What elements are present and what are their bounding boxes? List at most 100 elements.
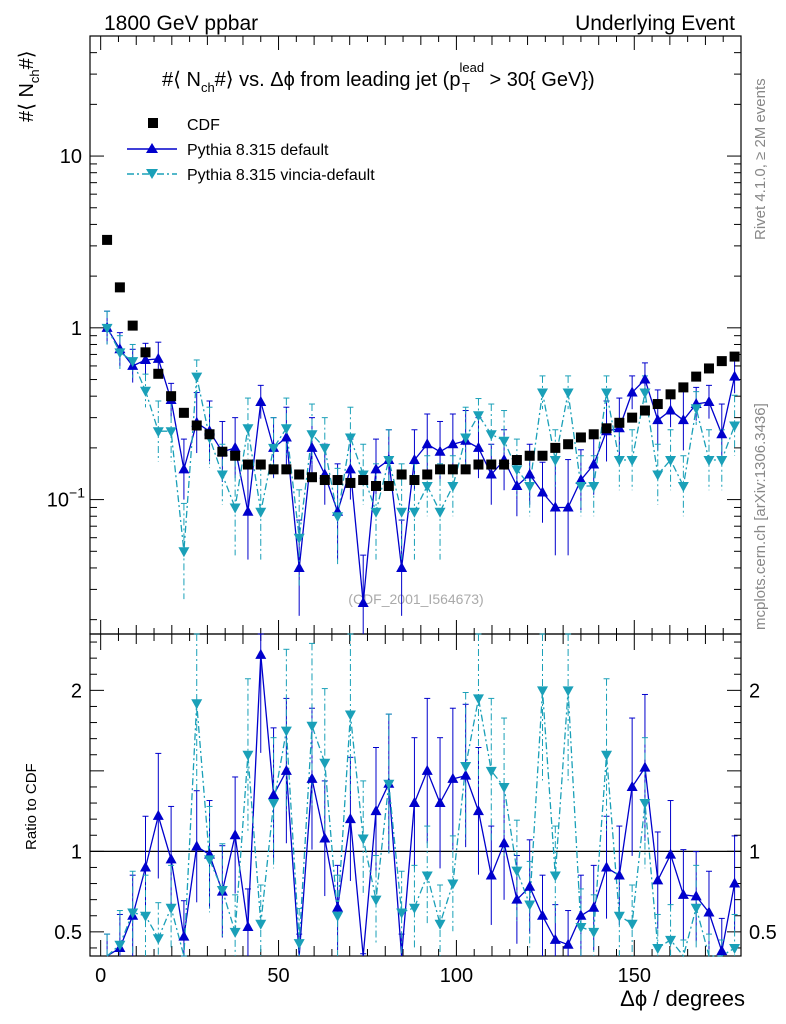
- ratio-point-pythia-default: [472, 805, 484, 816]
- ratio-point-vincia: [588, 927, 600, 938]
- data-point-vincia: [319, 443, 331, 454]
- ylabel-part-end: #⟩: [16, 50, 38, 69]
- data-point-cdf: [601, 423, 612, 434]
- data-point-pythia-default: [639, 373, 651, 384]
- data-point-vincia: [280, 424, 292, 435]
- ratio-point-pythia-default: [408, 797, 420, 808]
- ratio-point-vincia: [408, 903, 420, 914]
- data-point-cdf: [332, 475, 343, 486]
- ratio-point-vincia: [152, 934, 164, 945]
- ratio-y-axis-label: Ratio to CDF: [23, 763, 40, 850]
- ratio-y-tick-label-right: 1: [749, 841, 760, 863]
- ylabel-part-main: #⟨ N: [16, 83, 38, 122]
- main-y-tick-label: 10: [60, 146, 82, 168]
- ratio-point-pythia-default: [703, 906, 715, 917]
- data-point-cdf: [178, 407, 189, 418]
- data-point-vincia: [562, 388, 574, 399]
- x-axis-label: Δϕ / degrees: [620, 986, 745, 1011]
- main-y-axis-label: #⟨ Nch#⟩: [16, 50, 42, 122]
- data-point-vincia: [127, 357, 139, 368]
- legend-marker-pythia-default: [146, 143, 158, 153]
- data-point-vincia: [434, 507, 446, 518]
- data-point-vincia: [383, 456, 395, 467]
- data-point-vincia: [690, 404, 702, 415]
- data-point-vincia: [268, 443, 280, 454]
- data-point-cdf: [460, 464, 471, 475]
- legend-label-vincia: Pythia 8.315 vincia-default: [187, 167, 375, 184]
- ratio-point-pythia-default: [652, 874, 664, 885]
- side-label-mcplots: mcplots.cern.ch [arXiv:1306.3436]: [752, 403, 769, 630]
- ratio-point-pythia-default: [613, 869, 625, 880]
- series-line-pythia-default: [106, 327, 736, 604]
- data-point-cdf: [639, 405, 650, 416]
- analysis-watermark: (CDF_2001_I564673): [348, 591, 483, 607]
- data-point-cdf: [204, 429, 215, 440]
- data-point-pythia-default: [255, 395, 267, 406]
- data-point-pythia-default: [472, 441, 484, 452]
- ratio-point-pythia-default: [601, 861, 613, 872]
- data-point-vincia: [178, 547, 190, 558]
- ratio-point-pythia-default: [536, 909, 548, 920]
- data-point-cdf: [371, 480, 382, 491]
- ratio-point-pythia-default: [485, 869, 497, 880]
- data-point-pythia-default: [396, 561, 408, 572]
- ratio-point-pythia-default: [332, 901, 344, 912]
- data-point-pythia-default: [152, 352, 164, 363]
- x-tick-label: 100: [440, 965, 473, 987]
- data-point-vincia: [536, 388, 548, 399]
- data-point-vincia: [408, 507, 420, 518]
- data-point-cdf: [345, 477, 356, 488]
- data-point-cdf: [691, 371, 702, 382]
- ratio-point-vincia: [562, 686, 574, 697]
- ratio-point-pythia-default: [306, 772, 318, 783]
- title-part-sup: lead: [459, 60, 484, 75]
- ratio-point-pythia-default: [511, 893, 523, 904]
- legend-marker-vincia: [146, 169, 158, 179]
- data-point-vincia: [626, 456, 638, 467]
- data-point-vincia: [665, 456, 677, 467]
- ratio-point-vincia: [511, 866, 523, 877]
- data-point-pythia-default: [716, 428, 728, 439]
- data-point-cdf: [140, 347, 151, 358]
- data-point-pythia-default: [729, 370, 741, 381]
- legend: CDF Pythia 8.315 default Pythia 8.315 vi…: [127, 117, 375, 184]
- ratio-point-vincia: [652, 943, 664, 954]
- data-point-vincia: [498, 436, 510, 447]
- data-point-pythia-default: [626, 386, 638, 397]
- data-point-pythia-default: [511, 479, 523, 490]
- data-point-pythia-default: [549, 501, 561, 512]
- ratio-point-pythia-default: [242, 921, 254, 932]
- main-title: #⟨ Nch#⟩ vs. Δϕ from leading jet (plead T…: [162, 60, 595, 95]
- ratio-point-vincia: [204, 855, 216, 866]
- ratio-series-marks: [104, 633, 741, 958]
- data-point-vincia: [101, 323, 113, 334]
- ratio-y-tick-label: 0.5: [54, 922, 82, 944]
- data-point-cdf: [114, 282, 125, 293]
- data-point-pythia-default: [242, 505, 254, 516]
- data-point-vincia: [396, 507, 408, 518]
- data-point-cdf: [486, 459, 497, 470]
- data-point-cdf: [242, 459, 253, 470]
- data-point-cdf: [127, 320, 138, 331]
- data-point-cdf: [537, 450, 548, 461]
- ratio-point-vincia: [447, 879, 459, 890]
- ratio-point-vincia: [229, 927, 241, 938]
- data-point-cdf: [255, 459, 266, 470]
- ratio-point-vincia: [524, 900, 536, 911]
- x-tick-label: 50: [267, 965, 289, 987]
- data-point-cdf: [652, 399, 663, 410]
- ratio-point-vincia: [357, 834, 369, 845]
- data-point-vincia: [588, 481, 600, 492]
- data-point-vincia: [716, 456, 728, 467]
- ratio-point-vincia: [268, 799, 280, 810]
- side-label-rivet: Rivet 4.1.0, ≥ 2M events: [752, 78, 769, 240]
- data-point-vincia: [165, 427, 177, 438]
- ratio-point-vincia: [255, 919, 267, 930]
- data-point-cdf: [102, 234, 113, 245]
- data-point-vincia: [293, 533, 305, 544]
- ratio-point-vincia: [293, 939, 305, 950]
- data-point-vincia: [139, 386, 151, 397]
- ratio-point-vincia: [139, 911, 151, 922]
- data-point-pythia-default: [434, 445, 446, 456]
- ratio-point-pythia-default: [344, 813, 356, 824]
